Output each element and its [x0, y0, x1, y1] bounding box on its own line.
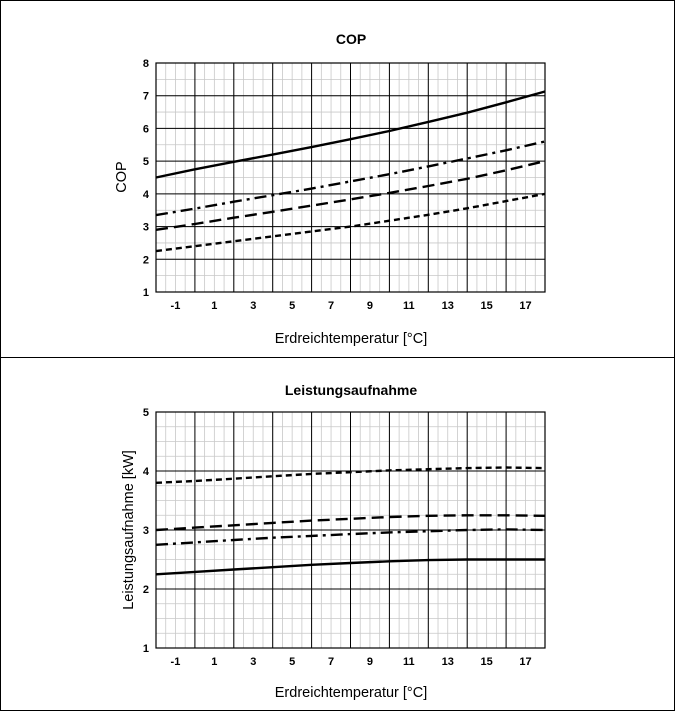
- y-tick-label: 7: [143, 91, 149, 103]
- series-line-solid: [155, 558, 545, 576]
- x-tick-label: 9: [367, 300, 373, 312]
- series-line-dotted: [155, 466, 546, 484]
- y-tick-label: 6: [143, 123, 149, 135]
- y-tick-label: 5: [143, 156, 149, 168]
- chart-title: COP: [336, 31, 366, 47]
- x-tick-label: 1: [211, 300, 217, 312]
- y-axis-label: Leistungsaufnahme [kW]: [121, 450, 137, 610]
- x-tick-label: 3: [250, 656, 256, 668]
- x-tick-label: 7: [328, 300, 334, 312]
- x-tick-label: 3: [250, 300, 256, 312]
- y-tick-label: 1: [143, 287, 149, 299]
- y-tick-label: 4: [143, 466, 150, 478]
- x-tick-label: 15: [481, 656, 493, 668]
- x-tick-label: 13: [442, 300, 454, 312]
- x-tick-label: 1: [211, 656, 217, 668]
- x-tick-label: 5: [289, 300, 295, 312]
- series-line-solid: [155, 90, 546, 179]
- x-tick-label: 17: [519, 300, 531, 312]
- chart-title: Leistungsaufnahme: [285, 382, 417, 398]
- x-tick-label: 15: [481, 300, 493, 312]
- x-tick-label: 5: [289, 656, 295, 668]
- y-tick-label: 2: [143, 254, 149, 266]
- x-axis-label: Erdreichtemperatur [°C]: [275, 685, 427, 701]
- y-tick-label: 1: [143, 643, 149, 655]
- x-tick-label: 11: [403, 656, 415, 668]
- x-axis-label: Erdreichtemperatur [°C]: [275, 331, 427, 347]
- x-tick-label: -1: [171, 300, 181, 312]
- x-tick-label: 9: [367, 656, 373, 668]
- x-tick-label: 17: [519, 656, 531, 668]
- series-line-dashed: [155, 514, 546, 532]
- series-line-dash-dot: [155, 528, 546, 546]
- x-tick-label: 13: [442, 656, 454, 668]
- y-tick-label: 4: [143, 189, 150, 201]
- y-axis-label: COP: [114, 161, 130, 192]
- x-tick-label: 7: [328, 656, 334, 668]
- series-line-dashed: [155, 159, 546, 231]
- y-tick-label: 3: [143, 525, 149, 537]
- y-tick-label: 5: [143, 407, 149, 419]
- y-tick-label: 8: [143, 58, 149, 70]
- series-line-dash-dot: [155, 140, 546, 217]
- series-line-dotted: [155, 192, 546, 253]
- y-tick-label: 2: [143, 584, 149, 596]
- x-tick-label: 11: [403, 300, 415, 312]
- y-tick-label: 3: [143, 222, 149, 234]
- x-tick-label: -1: [171, 656, 181, 668]
